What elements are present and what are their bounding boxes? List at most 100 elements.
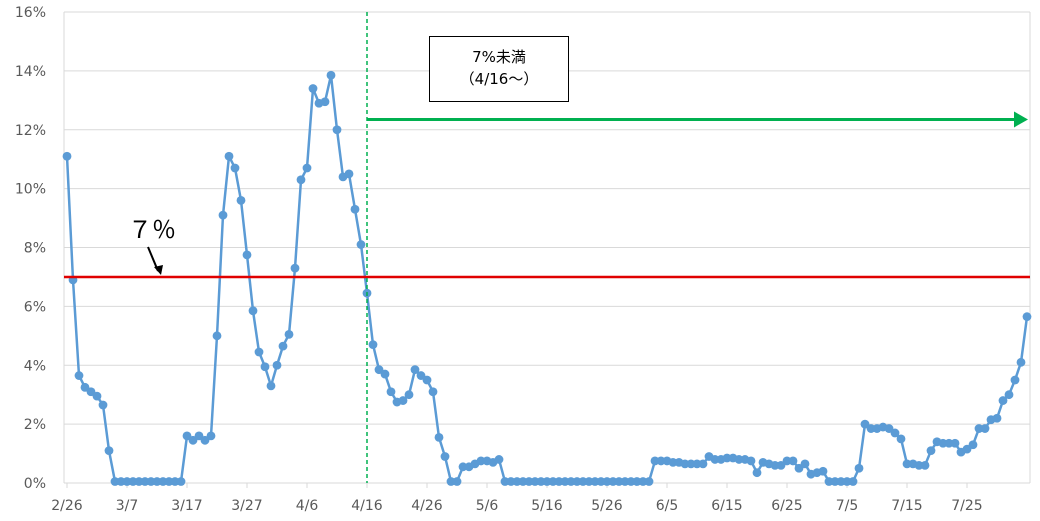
data-point: [698, 459, 708, 469]
data-point: [350, 204, 360, 214]
x-tick-label: 4/6: [296, 498, 319, 514]
data-point: [206, 431, 216, 441]
x-tick-label: 5/16: [531, 498, 563, 514]
data-point: [266, 381, 276, 391]
y-tick-label: 14%: [15, 64, 46, 80]
reference-line-label: ７％: [128, 216, 176, 244]
data-point: [290, 263, 300, 273]
y-tick-label: 2%: [24, 417, 46, 433]
data-point: [344, 169, 354, 179]
y-tick-label: 10%: [15, 182, 46, 198]
x-tick-label: 3/27: [231, 498, 262, 514]
data-point: [890, 428, 900, 438]
x-tick-label: 7/15: [891, 498, 922, 514]
data-point: [230, 163, 240, 173]
data-point: [272, 360, 282, 370]
chart-overlays: [64, 12, 1030, 483]
data-point: [1022, 312, 1032, 322]
x-tick-label: 3/7: [116, 498, 139, 514]
x-tick-label: 4/26: [411, 498, 443, 514]
data-point: [302, 163, 312, 173]
data-point: [752, 468, 762, 478]
y-tick-label: 4%: [24, 358, 46, 374]
data-point: [92, 391, 102, 401]
data-point: [218, 210, 228, 220]
data-point: [896, 434, 906, 444]
x-tick-label: 4/16: [351, 498, 383, 514]
data-point: [398, 396, 408, 405]
data-point: [296, 175, 306, 185]
data-point: [410, 365, 420, 375]
data-point: [854, 463, 864, 473]
y-tick-label: 0%: [24, 476, 46, 492]
data-point: [1004, 390, 1014, 400]
data-point: [404, 390, 414, 400]
data-point: [428, 387, 438, 397]
data-point: [326, 70, 336, 80]
data-point: [254, 347, 264, 357]
data-point: [386, 387, 396, 397]
data-point: [998, 396, 1008, 405]
data-point: [212, 331, 222, 341]
data-point: [104, 446, 114, 456]
data-point: [926, 446, 936, 456]
data-point: [950, 438, 960, 448]
data-point: [368, 340, 378, 350]
y-axis-tick-labels: 0% 2% 4% 6% 8% 10% 12% 14% 16%: [15, 5, 46, 492]
data-point: [968, 440, 978, 450]
data-point: [422, 375, 432, 385]
x-tick-label: 7/5: [836, 498, 859, 514]
x-tick-label: 5/6: [476, 498, 499, 514]
threshold-annotation-box: 7%未満 （4/16～）: [429, 36, 569, 102]
data-point: [494, 455, 504, 464]
y-tick-label: 12%: [15, 123, 46, 139]
data-point: [242, 250, 252, 260]
data-point: [320, 97, 330, 107]
x-tick-label: 6/5: [656, 498, 679, 514]
data-point: [818, 466, 828, 476]
data-point: [332, 125, 342, 135]
x-tick-label: 2/26: [51, 498, 83, 514]
series-line: [65, 74, 1029, 483]
data-point: [1016, 357, 1026, 367]
ref-pointer-head: [154, 264, 163, 275]
data-point: [746, 456, 756, 466]
data-point: [248, 306, 258, 316]
data-point: [284, 329, 294, 339]
data-point: [260, 362, 270, 372]
data-point: [62, 151, 72, 161]
y-tick-label: 6%: [24, 299, 46, 315]
annotation-line-1: 7%未満: [472, 48, 526, 66]
data-point: [98, 400, 108, 410]
x-tick-label: 3/17: [171, 498, 202, 514]
data-point: [1010, 375, 1020, 385]
data-point: [434, 432, 444, 442]
x-tick-label: 5/26: [591, 498, 623, 514]
data-point: [356, 240, 366, 249]
data-point: [74, 371, 84, 380]
data-point: [176, 477, 186, 486]
data-point: [644, 477, 654, 486]
data-point: [224, 151, 234, 161]
data-point: [800, 459, 810, 469]
data-point: [308, 84, 318, 93]
x-tick-label: 6/15: [711, 498, 742, 514]
arrow-head: [1014, 111, 1028, 128]
y-tick-label: 8%: [24, 241, 46, 257]
data-point: [992, 413, 1002, 423]
y-tick-label: 16%: [15, 5, 46, 21]
series-positivity-rate: [62, 70, 1032, 486]
data-point: [380, 369, 390, 379]
data-point: [440, 452, 450, 461]
data-point: [848, 477, 858, 486]
data-point: [278, 341, 288, 351]
data-point: [236, 196, 246, 205]
annotation-line-2: （4/16～）: [459, 70, 539, 88]
x-tick-label: 6/25: [771, 498, 802, 514]
x-tick-label: 7/25: [951, 498, 982, 514]
data-point: [788, 456, 798, 466]
data-point: [980, 424, 990, 433]
x-axis-tick-labels: 2/26 3/7 3/17 3/27 4/6 4/16 4/26 5/6 5/16 5/26 6/5…: [51, 483, 983, 514]
data-point: [452, 477, 462, 486]
